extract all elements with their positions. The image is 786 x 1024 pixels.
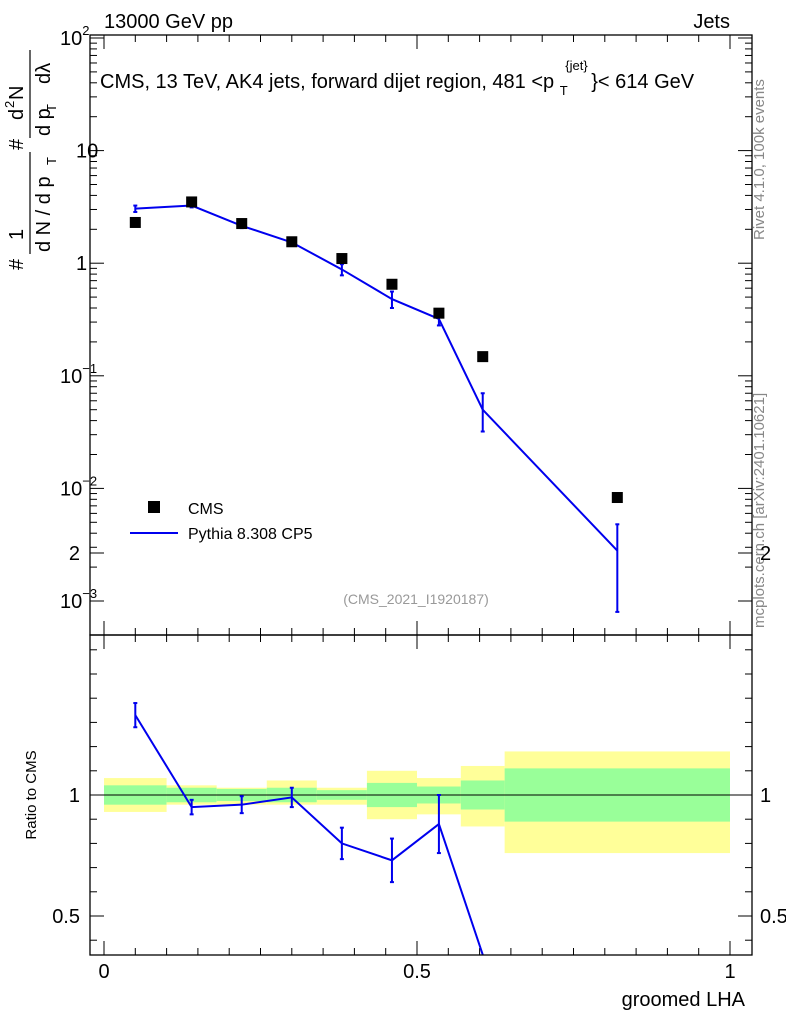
cms-data-point — [386, 278, 398, 290]
cms-data-point — [236, 218, 248, 230]
main-ylabel: # 1 d N / d p T # d 2 N d p T dλ — [2, 50, 59, 270]
ylabel-den-sub: T — [44, 157, 59, 165]
title-sub: T — [560, 83, 568, 98]
cms-data-point — [611, 492, 623, 504]
main-ytick-label: 10−1 — [60, 361, 97, 388]
ylabel-d2den-sub: T — [44, 104, 59, 112]
ratio-pythia-curve — [134, 714, 484, 956]
x-tick-label: 0 — [98, 961, 109, 983]
title-prefix: CMS, 13 TeV, AK4 jets, forward dijet reg… — [100, 71, 554, 93]
analysis-annotation: (CMS_2021_I1920187) — [343, 591, 489, 607]
main-title: CMS, 13 TeV, AK4 jets, forward dijet reg… — [100, 53, 695, 100]
ratio-axis-ticks: 0.5 0.5 1 1 2 2 0 0.5 1 — [52, 543, 786, 983]
header-right: Jets — [693, 11, 730, 33]
main-ytick-label: 10−2 — [60, 473, 97, 500]
title-sup: {jet} — [565, 58, 588, 73]
main-ytick-label: 102 — [60, 23, 89, 50]
ratio-frame — [89, 634, 753, 956]
main-frame — [89, 34, 753, 636]
legend: CMS Pythia 8.308 CP5 — [130, 501, 313, 543]
ratio-ytick-label-right: 1 — [760, 785, 771, 807]
x-axis-label: groomed LHA — [622, 989, 746, 1011]
main-axis-ticks: 10−3 10−2 10−1 1 10 102 — [60, 23, 752, 635]
ylabel-n: N — [6, 86, 28, 100]
mcplots-label: mcplots.cern.ch [arXiv:2401.10621] — [751, 393, 768, 628]
pythia-curve — [135, 204, 619, 552]
title-suffix: }< 614 GeV — [591, 71, 695, 93]
ylabel-den: d N / d p — [33, 176, 55, 252]
ylabel-d2den: d p — [33, 108, 55, 136]
header-left: 13000 GeV pp — [104, 11, 233, 33]
ylabel-hash-1: # — [6, 258, 28, 270]
main-ytick-label: 1 — [76, 253, 87, 275]
main-ytick-label: 10−3 — [60, 586, 97, 613]
ratio-ytick-label: 1 — [69, 785, 80, 807]
main-ytick-exponent: 2 — [82, 23, 89, 38]
main-ytick-label: 10 — [76, 141, 98, 163]
main-series — [129, 196, 623, 613]
cms-data-point — [129, 216, 141, 228]
legend-label-pythia: Pythia 8.308 CP5 — [188, 526, 313, 543]
ratio-ytick-label-right: 2 — [760, 543, 771, 565]
cms-data-point — [186, 196, 198, 208]
ylabel-dlambda: dλ — [33, 63, 55, 84]
legend-marker-cms — [148, 501, 160, 513]
ratio-ytick-label-right: 0.5 — [760, 906, 786, 928]
ratio-series — [133, 702, 484, 956]
ylabel-hash-2: # — [6, 138, 28, 150]
x-tick-label: 0.5 — [403, 961, 431, 983]
rivet-label: Rivet 4.1.0, 100k events — [751, 79, 768, 240]
cms-data-point — [433, 307, 445, 319]
ratio-ytick-label: 2 — [69, 543, 80, 565]
x-tick-label: 1 — [724, 961, 735, 983]
ylabel-d: d — [6, 109, 28, 120]
ylabel-d-sup: 2 — [2, 101, 17, 108]
ratio-ylabel: Ratio to CMS — [23, 750, 40, 839]
cms-data-point — [286, 236, 298, 248]
ylabel-one: 1 — [6, 229, 28, 240]
cms-data-point — [336, 253, 348, 265]
cms-data-point — [477, 351, 489, 363]
legend-label-cms: CMS — [188, 501, 224, 518]
ratio-ytick-label: 0.5 — [52, 906, 80, 928]
ratio-uncertainty-bands — [104, 751, 730, 854]
